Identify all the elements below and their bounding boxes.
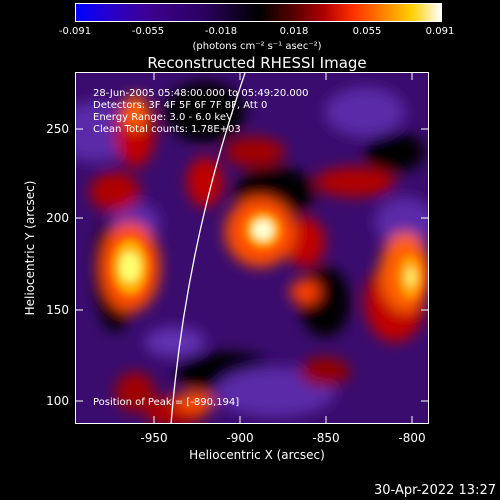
colorbar-units: (photons cm⁻² s⁻¹ asec⁻²) <box>192 41 322 52</box>
colorbar-tick: 0.055 <box>352 26 382 37</box>
colorbar-tick: 0.018 <box>279 26 309 37</box>
x-tick-label: -900 <box>226 431 254 445</box>
datestamp: 30-Apr-2022 13:27 <box>374 483 496 498</box>
y-tick-label: 100 <box>46 394 69 408</box>
y-tick-label: 200 <box>46 211 69 225</box>
colorbar-tick: -0.091 <box>58 26 92 37</box>
method-counts: Clean Total counts: 1.78E+03 <box>93 124 241 135</box>
rhessi-image <box>75 72 429 424</box>
energy-range: Energy Range: 3.0 - 6.0 keV <box>93 112 233 123</box>
colorbar-tick: -0.018 <box>204 26 238 37</box>
x-axis-label: Heliocentric X (arcsec) <box>189 448 325 462</box>
y-tick-label: 150 <box>46 303 69 317</box>
plot-title: Reconstructed RHESSI Image <box>147 54 367 72</box>
detectors-info: Detectors: 3F 4F 5F 6F 7F 8F, Att 0 <box>93 100 268 111</box>
x-tick-label: -950 <box>140 431 168 445</box>
x-tick-label: -850 <box>312 431 340 445</box>
y-tick-label: 250 <box>46 122 69 136</box>
time-range: 28-Jun-2005 05:48:00.000 to 05:49:20.000 <box>93 88 309 99</box>
colorbar <box>75 3 442 22</box>
peak-position: Position of Peak = [-890,194] <box>93 397 240 408</box>
colorbar-tick: 0.091 <box>425 26 455 37</box>
x-tick-label: -800 <box>398 431 426 445</box>
colorbar-tick: -0.055 <box>131 26 165 37</box>
y-axis-label: Heliocentric Y (arcsec) <box>23 180 37 316</box>
